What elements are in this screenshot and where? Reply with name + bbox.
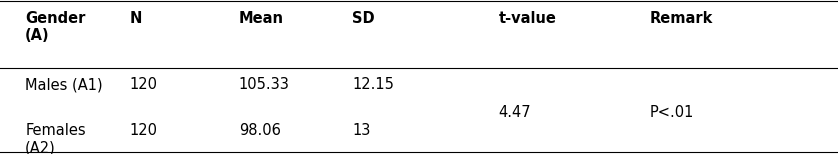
Text: 12.15: 12.15 bbox=[352, 77, 394, 92]
Text: 4.47: 4.47 bbox=[499, 105, 531, 120]
Text: P<.01: P<.01 bbox=[649, 105, 694, 120]
Text: Mean: Mean bbox=[239, 11, 284, 26]
Text: 105.33: 105.33 bbox=[239, 77, 290, 92]
Text: Gender
(A): Gender (A) bbox=[25, 11, 85, 43]
Text: 120: 120 bbox=[130, 123, 158, 138]
Text: N: N bbox=[130, 11, 142, 26]
Text: Remark: Remark bbox=[649, 11, 713, 26]
Text: 120: 120 bbox=[130, 77, 158, 92]
Text: SD: SD bbox=[352, 11, 375, 26]
Text: Females
(A2): Females (A2) bbox=[25, 123, 85, 154]
Text: Males (A1): Males (A1) bbox=[25, 77, 103, 92]
Text: t-value: t-value bbox=[499, 11, 556, 26]
Text: 98.06: 98.06 bbox=[239, 123, 281, 138]
Text: 13: 13 bbox=[352, 123, 370, 138]
